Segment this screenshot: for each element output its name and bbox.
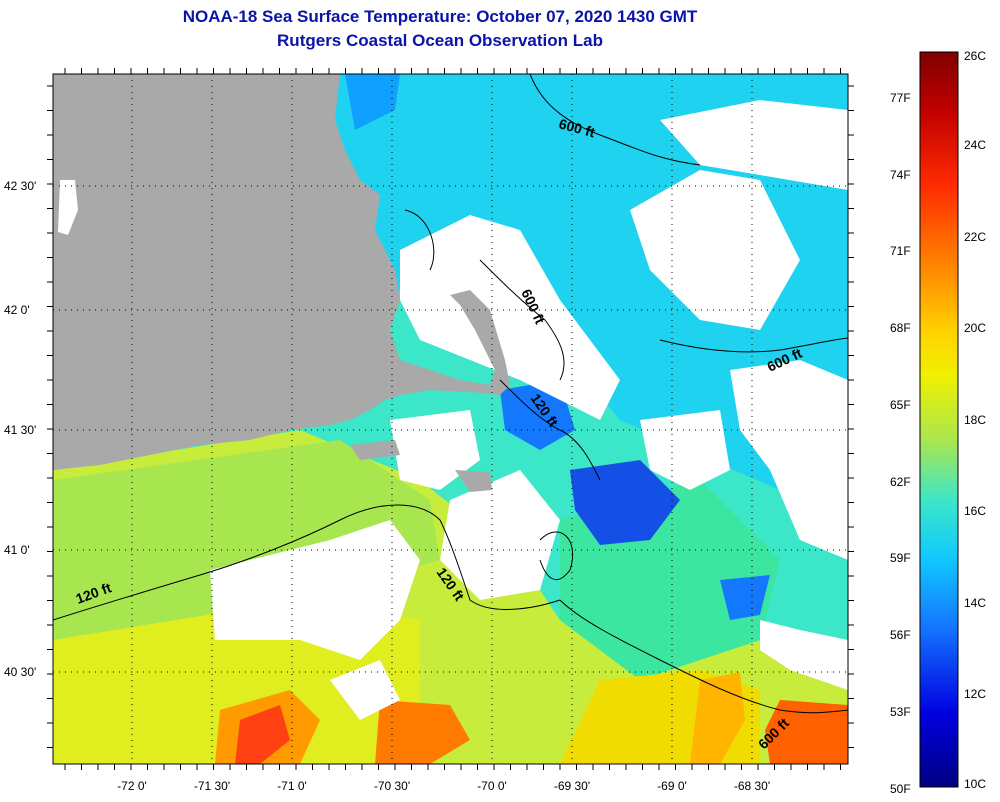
lon-label: -71 0'	[277, 779, 307, 793]
lon-label: -70 30'	[374, 779, 410, 793]
land-marthas-vineyard	[350, 440, 400, 460]
contour-600-cape	[479, 259, 565, 381]
contour-600-south	[559, 599, 848, 714]
celsius-label: 10C	[964, 777, 986, 791]
cloud-southeast	[760, 620, 848, 690]
color-bar	[919, 51, 959, 788]
contour-120-shoal	[499, 379, 601, 481]
lat-label: 42 0'	[4, 303, 30, 317]
map-field: 600 ft 600 ft 600 ft 120 ft 120 ft 120 f…	[53, 74, 848, 764]
lon-label: -71 30'	[194, 779, 230, 793]
contour-ridge	[404, 209, 435, 271]
map-title: NOAA-18 Sea Surface Temperature: October…	[182, 7, 698, 26]
lon-label: -72 0'	[117, 779, 147, 793]
fahrenheit-label: 59F	[890, 551, 911, 565]
lat-label: 40 30'	[4, 665, 36, 679]
cloud-cape	[400, 215, 620, 420]
contour-georges-bank	[539, 531, 574, 581]
lat-label: 41 30'	[4, 423, 36, 437]
celsius-label: 20C	[964, 321, 986, 335]
warm-patch-2	[375, 700, 470, 764]
frame-ticks	[47, 68, 854, 770]
cold-patch-4	[720, 575, 770, 620]
land-cloud-patch	[58, 180, 78, 235]
contour-120-south	[53, 504, 561, 621]
celsius-label: 26C	[964, 49, 986, 63]
celsius-label: 12C	[964, 687, 986, 701]
cloud-south-1	[330, 660, 400, 720]
cloud-north	[660, 100, 848, 190]
fahrenheit-label: 56F	[890, 628, 911, 642]
fahrenheit-labels: 77F 74F 71F 68F 65F 62F 59F 56F 53F 50F	[890, 91, 911, 796]
land-new-england	[53, 74, 510, 470]
fahrenheit-label: 62F	[890, 475, 911, 489]
celsius-label: 14C	[964, 596, 986, 610]
lon-label: -68 30'	[734, 779, 770, 793]
fahrenheit-label: 71F	[890, 244, 911, 258]
lon-label: -69 0'	[657, 779, 687, 793]
color-scale: 26C 24C 22C 20C 18C 16C 14C 12C 10C 77F …	[890, 49, 986, 796]
depth-contours	[53, 74, 848, 714]
warm-patch-1-core	[235, 705, 290, 764]
cold-patch-3	[345, 74, 400, 130]
graticule	[53, 74, 848, 764]
cold-patch-2	[570, 460, 680, 545]
lon-label: -70 0'	[477, 779, 507, 793]
cloud-east	[730, 360, 848, 560]
contour-600-north	[529, 74, 701, 166]
warm-patch-4	[765, 700, 848, 764]
fahrenheit-label: 65F	[890, 398, 911, 412]
fahrenheit-label: 53F	[890, 705, 911, 719]
fahrenheit-label: 77F	[890, 91, 911, 105]
celsius-label: 18C	[964, 413, 986, 427]
lat-label: 42 30'	[4, 179, 36, 193]
celsius-label: 24C	[964, 138, 986, 152]
lon-label: -69 30'	[554, 779, 590, 793]
fahrenheit-label: 50F	[890, 782, 911, 796]
celsius-label: 22C	[964, 230, 986, 244]
lat-label: 41 0'	[4, 543, 30, 557]
contour-600-east	[659, 337, 848, 353]
fahrenheit-label: 68F	[890, 321, 911, 335]
sst-map: 600 ft 600 ft 600 ft 120 ft 120 ft 120 f…	[4, 68, 854, 793]
cloud-shelf	[440, 470, 560, 600]
celsius-labels: 26C 24C 22C 20C 18C 16C 14C 12C 10C	[964, 49, 986, 791]
land-nantucket	[455, 470, 492, 492]
warm-patch-3	[690, 672, 745, 764]
celsius-label: 16C	[964, 504, 986, 518]
map-frame	[52, 73, 849, 765]
map-subtitle: Rutgers Coastal Ocean Observation Lab	[277, 31, 603, 50]
lat-axis: 42 30' 42 0' 41 30' 41 0' 40 30'	[4, 179, 36, 679]
cloud-southwest	[210, 520, 420, 660]
cloud-sound	[390, 410, 480, 490]
fahrenheit-label: 74F	[890, 168, 911, 182]
lon-axis: -72 0' -71 30' -71 0' -70 30' -70 0' -69…	[117, 779, 770, 793]
